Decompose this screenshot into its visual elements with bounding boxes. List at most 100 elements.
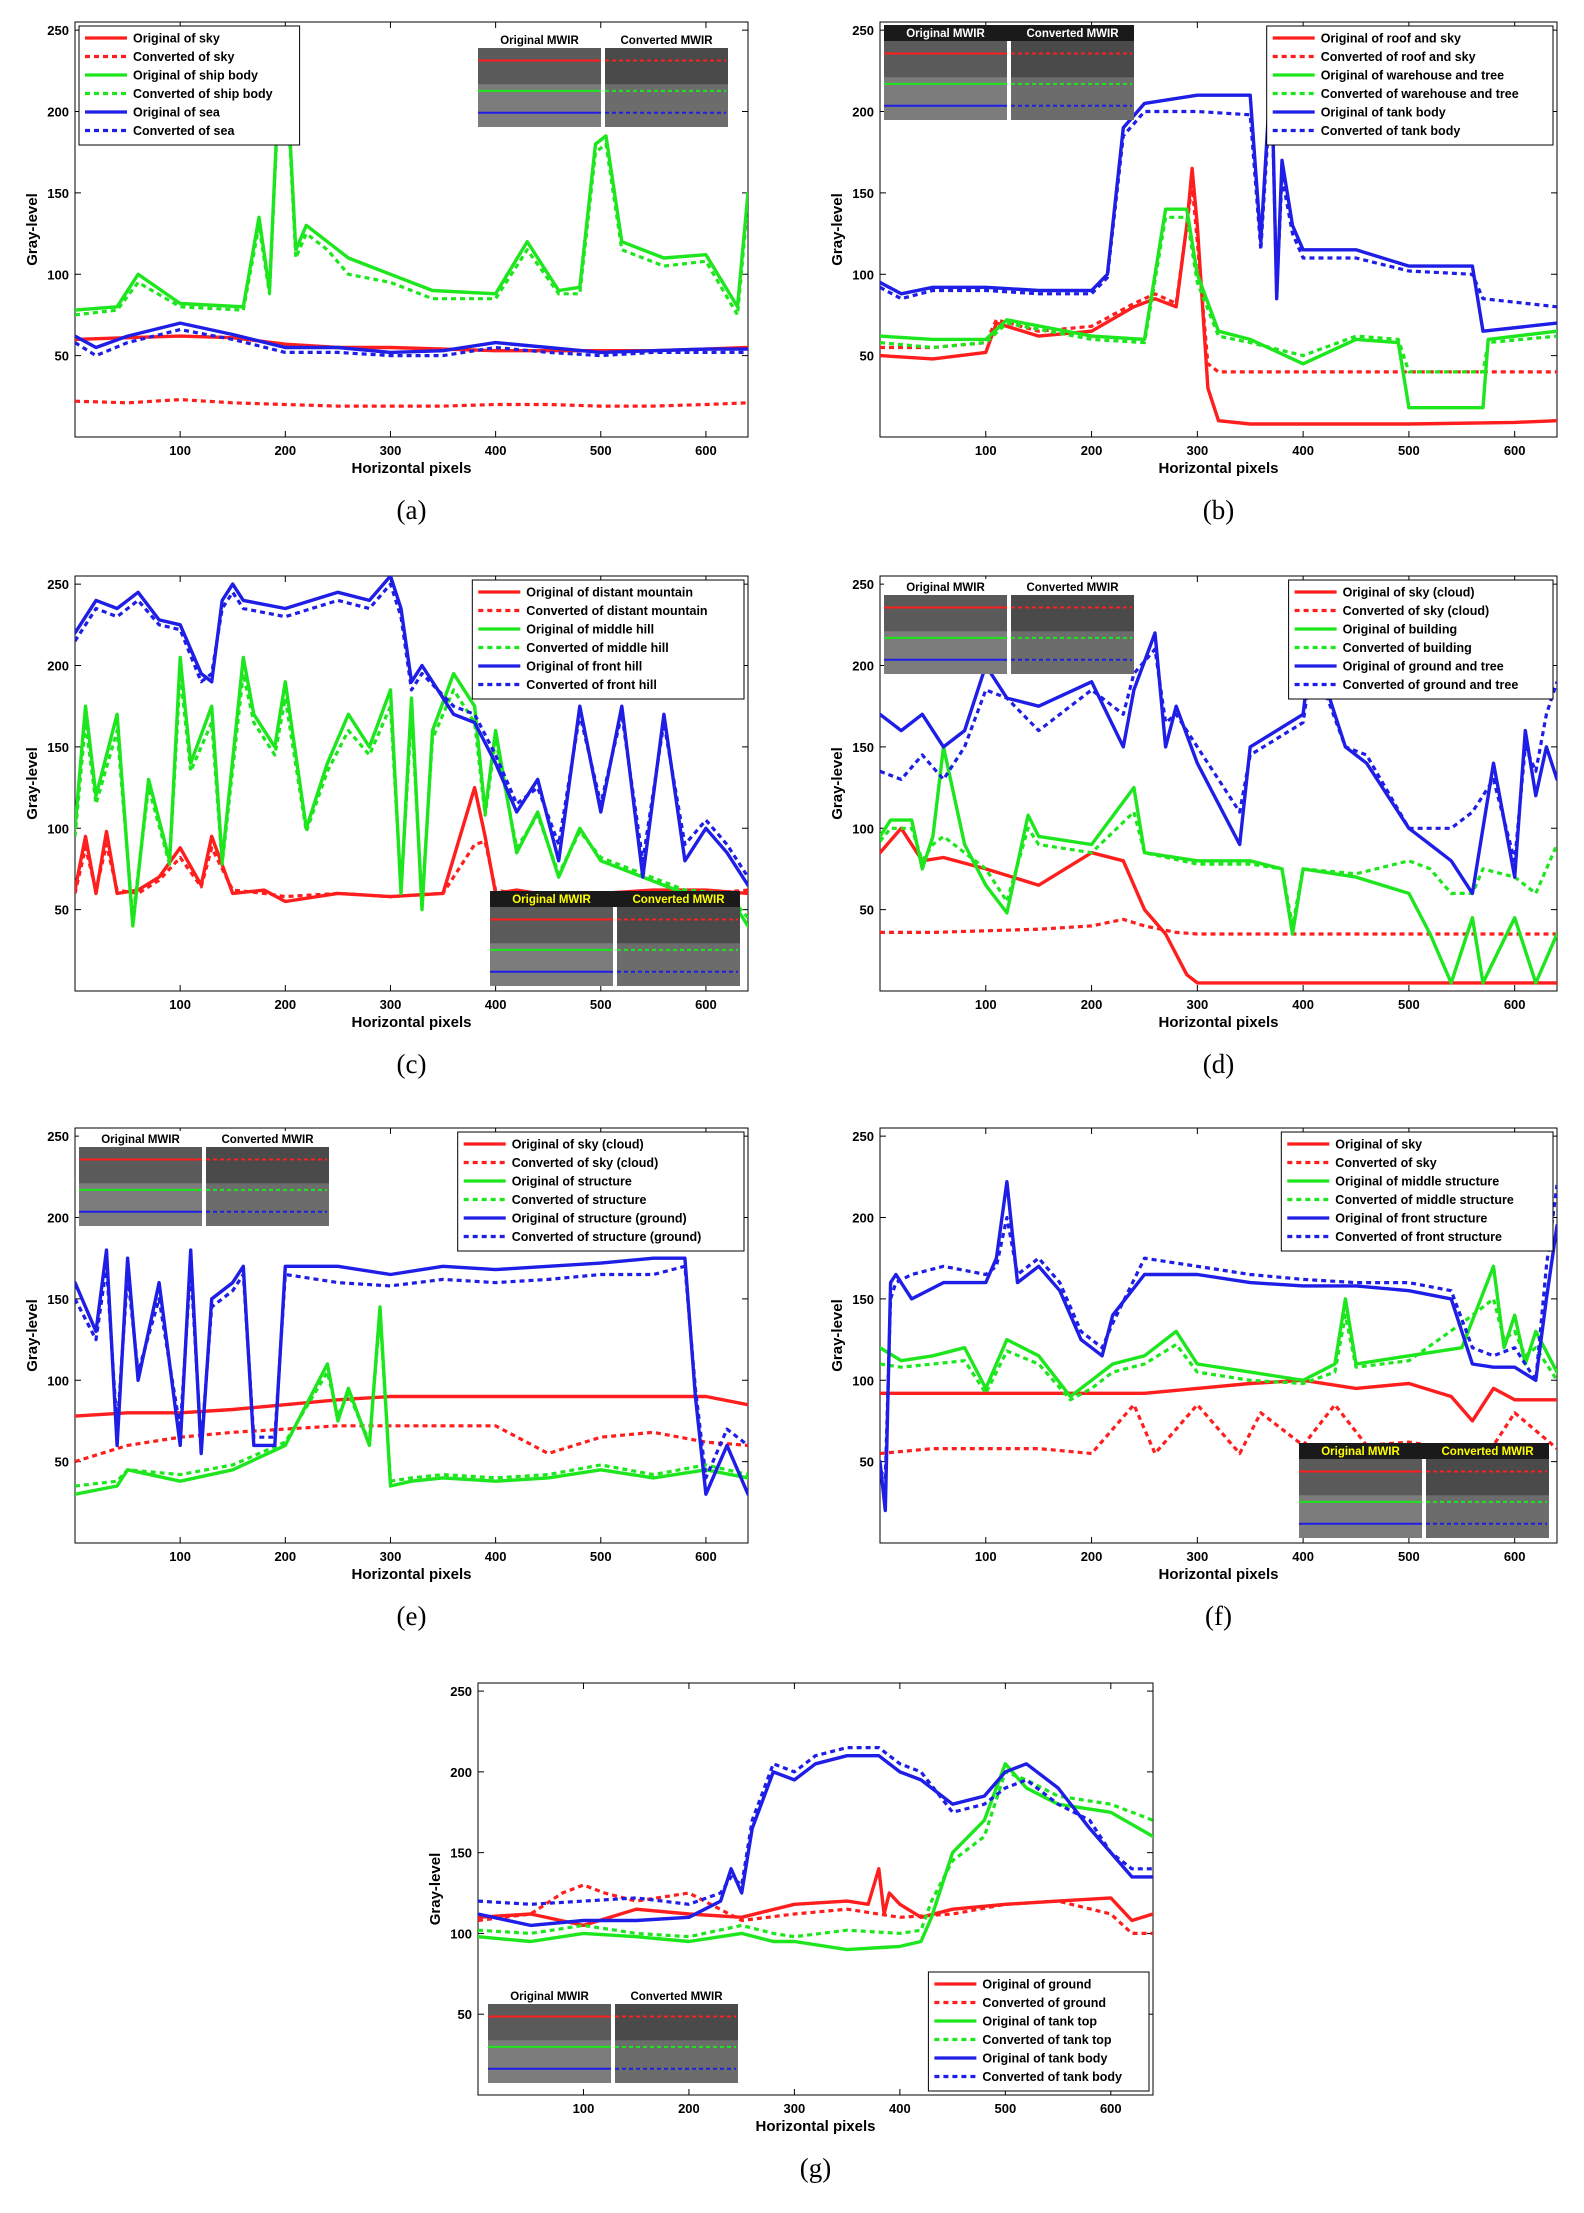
x-tick-label: 300 [1186, 1549, 1208, 1564]
legend-label: Original of warehouse and tree [1321, 69, 1504, 83]
legend-box [78, 25, 301, 146]
y-tick-label: 100 [47, 267, 69, 282]
plot-frame [477, 1682, 1154, 2096]
y-tick-label: 100 [852, 267, 874, 282]
series-group [880, 61, 1557, 426]
legend-label: Converted of distant mountain [526, 604, 707, 618]
series-line-converted-of-sky-cloud- [75, 1424, 748, 1464]
legend: Original of distant mountain Converted of… [471, 579, 745, 700]
y-tick-label: 200 [47, 659, 69, 674]
panel-caption: (a) [397, 495, 427, 525]
panel-caption: (g) [800, 2153, 831, 2183]
inset-original-label: Original MWIR [101, 1134, 180, 1146]
y-tick-label: 50 [860, 349, 874, 364]
inset-converted-label: Converted MWIR [1027, 28, 1120, 40]
panel-caption: (f) [1205, 1601, 1232, 1631]
panel-caption: (b) [1203, 495, 1234, 525]
legend-label: Original of tank top [982, 2015, 1097, 2029]
legend-label: Original of sea [133, 106, 221, 120]
y-tick-label: 150 [852, 1292, 874, 1307]
series-line-converted-of-sky [75, 398, 748, 408]
x-tick-label: 100 [169, 1549, 191, 1564]
inset-label-bar [79, 1131, 329, 1147]
legend-label: Original of sky (cloud) [1343, 586, 1475, 600]
x-tick-label: 400 [1292, 997, 1314, 1012]
legend-label: Converted of ship body [133, 87, 273, 101]
chart-panel-a: 100 200 300 400 500 600 50 100 150 200 250 Horizont… [24, 21, 749, 525]
legend: Original of ground Converted of ground Ori… [927, 1971, 1150, 2092]
y-tick-label: 100 [852, 1373, 874, 1388]
series-line-original-of-structure [75, 1305, 748, 1496]
x-tick-label: 100 [169, 443, 191, 458]
legend-label: Converted of warehouse and tree [1321, 87, 1519, 101]
y-tick-label: 50 [55, 349, 69, 364]
panel-caption: (e) [397, 1601, 427, 1631]
plot-frame [74, 575, 749, 992]
series-line-original-of-front-structure [880, 1179, 1557, 1513]
x-tick-label: 500 [1398, 997, 1420, 1012]
legend-box [927, 1971, 1150, 2092]
x-tick-label: 400 [485, 443, 507, 458]
y-tick-label: 50 [458, 2007, 472, 2022]
converted-mwir-ground [617, 943, 740, 986]
x-tick-label: 500 [1398, 443, 1420, 458]
series-line-converted-of-structure [75, 1313, 748, 1488]
series-line-converted-of-ground [478, 1883, 1153, 1936]
x-tick-label: 600 [1504, 997, 1526, 1012]
series-line-converted-of-warehouse-and-tree [880, 215, 1557, 374]
y-tick-label: 50 [55, 903, 69, 918]
x-tick-label: 600 [1504, 1549, 1526, 1564]
converted-mwir-ground [206, 1183, 329, 1226]
legend-label: Converted of tank top [982, 2033, 1112, 2047]
x-tick-label: 300 [1186, 443, 1208, 458]
legend-label: Original of sky (cloud) [512, 1138, 644, 1152]
series-line-original-of-middle-structure [880, 1264, 1557, 1399]
legend: Original of sky (cloud) Converted of sky … [1288, 579, 1554, 700]
legend-label: Original of distant mountain [526, 586, 693, 600]
x-tick-label: 200 [1081, 443, 1103, 458]
series-line-converted-of-middle-hill [75, 671, 748, 920]
mwir-inset: Original MWIR Converted MWIR [1299, 1443, 1549, 1538]
y-tick-label: 250 [47, 1129, 69, 1144]
x-tick-label: 400 [485, 997, 507, 1012]
series-group [478, 1745, 1153, 1952]
inset-converted-label: Converted MWIR [1027, 582, 1120, 594]
legend-label: Original of sky [133, 32, 220, 46]
x-tick-label: 600 [695, 1549, 717, 1564]
series-line-converted-of-structure-ground- [75, 1264, 748, 1480]
x-tick-label: 300 [380, 1549, 402, 1564]
y-axis-title: Gray-level [829, 747, 846, 820]
x-tick-label: 300 [380, 997, 402, 1012]
y-tick-label: 200 [450, 1765, 472, 1780]
y-tick-label: 200 [852, 659, 874, 674]
y-tick-label: 250 [852, 23, 874, 38]
legend-label: Original of sky [1335, 1138, 1422, 1152]
x-axis-title: Horizontal pixels [1158, 460, 1278, 477]
x-tick-label: 100 [573, 2101, 595, 2116]
plot-frame [879, 1127, 1558, 1544]
legend-label: Original of ground and tree [1343, 660, 1504, 674]
x-tick-label: 300 [784, 2101, 806, 2116]
legend-label: Converted of front structure [1335, 1230, 1502, 1244]
series-line-original-of-roof-and-sky [880, 166, 1557, 426]
x-tick-label: 200 [274, 1549, 296, 1564]
plot-frame [879, 575, 1558, 992]
y-tick-label: 150 [47, 1292, 69, 1307]
y-tick-label: 250 [450, 1684, 472, 1699]
mwir-inset: Original MWIR Converted MWIR [884, 579, 1134, 674]
y-tick-label: 150 [47, 740, 69, 755]
chart-panel-g: 100 200 300 400 500 600 50 100 150 200 250 Horizont… [427, 1682, 1154, 2183]
series-line-original-of-sky-cloud- [75, 1394, 748, 1418]
y-tick-label: 50 [860, 903, 874, 918]
series-line-original-of-building [880, 745, 1557, 985]
inset-converted-label: Converted MWIR [1442, 1446, 1535, 1458]
y-axis-title: Gray-level [24, 193, 41, 266]
series-line-converted-of-sky-cloud- [880, 917, 1557, 936]
mwir-inset: Original MWIR Converted MWIR [490, 891, 740, 986]
x-tick-label: 100 [975, 1549, 997, 1564]
legend-label: Converted of tank body [982, 2070, 1122, 2084]
y-axis-title: Gray-level [427, 1853, 444, 1926]
y-tick-label: 200 [852, 105, 874, 120]
legend-label: Converted of sky (cloud) [1343, 604, 1490, 618]
